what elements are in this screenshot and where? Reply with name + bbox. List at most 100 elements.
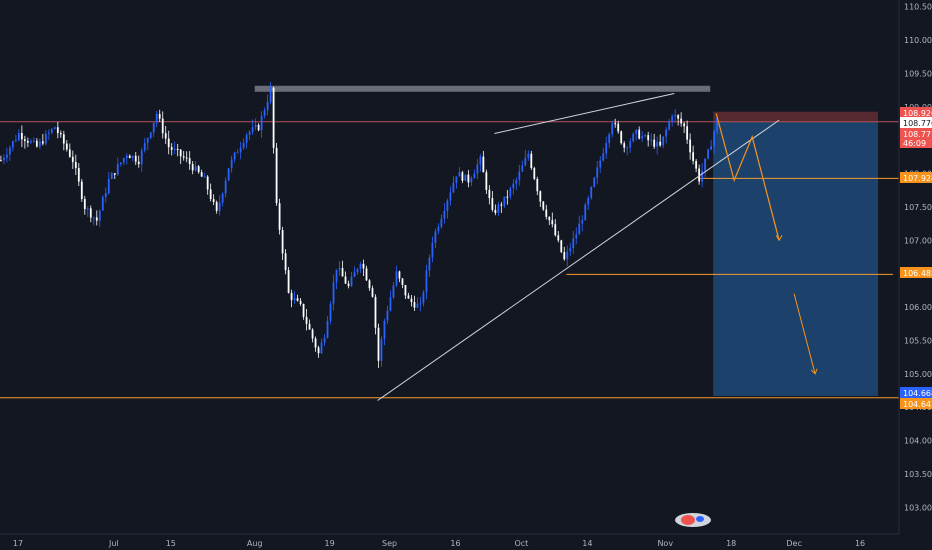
- candle-body: [332, 282, 335, 304]
- candle-body: [215, 201, 218, 211]
- candle-body: [584, 204, 587, 221]
- candle-body: [122, 158, 125, 163]
- x-tick-label: Dec: [786, 539, 801, 548]
- candle-body: [35, 140, 38, 147]
- candle-body: [62, 134, 65, 144]
- candle-body: [470, 178, 473, 183]
- candle-body: [446, 200, 449, 211]
- candle-body: [371, 288, 374, 297]
- x-tick-label: 14: [582, 539, 592, 548]
- y-tick-label: 104.000: [904, 437, 932, 446]
- y-tick-label: 107.000: [904, 236, 932, 245]
- candle-body: [203, 176, 206, 178]
- candle-body: [104, 193, 107, 198]
- candle-body: [608, 134, 611, 144]
- candle-body: [23, 139, 26, 141]
- candle-body: [155, 113, 158, 123]
- candle-body: [428, 257, 431, 271]
- candle-body: [173, 148, 176, 150]
- resistance-zone: [254, 85, 711, 92]
- price-badge-label: 107.928: [903, 174, 932, 183]
- candle-body: [437, 226, 440, 232]
- candle-body: [539, 191, 542, 202]
- candle-body: [254, 124, 257, 128]
- candle-body: [134, 155, 137, 162]
- candle-body: [365, 268, 368, 281]
- price-badge-label: 108.926: [903, 109, 932, 118]
- candle-body: [314, 338, 317, 348]
- candle-body: [137, 161, 140, 165]
- y-tick-label: 109.500: [904, 69, 932, 78]
- candle-body: [227, 168, 230, 181]
- projection-path: [715, 113, 780, 241]
- candle-body: [185, 157, 188, 159]
- candle-body: [263, 110, 266, 116]
- candle-body: [362, 263, 365, 269]
- candle-body: [305, 316, 308, 324]
- candle-body: [71, 156, 74, 163]
- x-tick-label: 16: [855, 539, 865, 548]
- candle-body: [545, 209, 548, 217]
- candle-body: [452, 182, 455, 193]
- price-badge-label: 46:09: [903, 139, 926, 148]
- candle-body: [527, 153, 530, 158]
- candle-body: [221, 193, 224, 203]
- candle-body: [257, 124, 260, 131]
- candle-body: [458, 172, 461, 177]
- candle-body: [176, 148, 179, 150]
- candle-body: [383, 320, 386, 340]
- candle-body: [89, 208, 92, 218]
- candle-body: [665, 129, 668, 137]
- candle-body: [275, 147, 278, 204]
- candle-body: [401, 278, 404, 285]
- candle-body: [59, 133, 62, 135]
- y-tick-label: 105.500: [904, 336, 932, 345]
- candle-body: [575, 234, 578, 239]
- candle-body: [548, 216, 551, 221]
- candle-body: [503, 196, 506, 206]
- candle-body: [413, 302, 416, 308]
- candle-body: [341, 268, 344, 277]
- candle-body: [509, 188, 512, 197]
- candle-body: [611, 123, 614, 135]
- price-badges: 108.926108.776 108.77146:09 107.928 106.485…: [900, 107, 932, 409]
- candle-body: [398, 271, 401, 279]
- candle-body: [344, 276, 347, 284]
- candle-body: [182, 156, 185, 158]
- candle-body: [329, 303, 332, 322]
- candle-body: [701, 170, 704, 182]
- candle-body: [41, 141, 44, 144]
- candle-body: [242, 142, 245, 148]
- candle-body: [56, 127, 59, 134]
- candle-body: [191, 163, 194, 171]
- time-scale[interactable]: 17 Jul 15 Aug 19 Sep 16 Oct 14 Nov 18 Dec 16: [13, 539, 865, 548]
- candle-body: [161, 118, 164, 134]
- candle-body: [620, 131, 623, 144]
- candle-body: [515, 179, 518, 184]
- candle-body: [461, 172, 464, 181]
- candle-body: [419, 303, 422, 305]
- y-tick-label: 110.500: [904, 3, 932, 12]
- candle-body: [308, 323, 311, 330]
- candle-body: [650, 139, 653, 141]
- candle-body: [605, 143, 608, 154]
- candle-body: [299, 300, 302, 304]
- candle-body: [485, 172, 488, 190]
- candle-body: [668, 121, 671, 130]
- candle-body: [596, 167, 599, 178]
- candle-body: [506, 196, 509, 198]
- candle-body: [83, 199, 86, 210]
- candle-body: [704, 158, 707, 171]
- candle-body: [353, 272, 356, 277]
- candle-body: [599, 160, 602, 168]
- candle-body: [359, 263, 362, 270]
- candle-body: [281, 229, 284, 254]
- projection-arrow: [793, 293, 816, 374]
- candle-body: [530, 153, 533, 169]
- candle-body: [713, 131, 716, 147]
- candle-body: [674, 115, 677, 117]
- candle-body: [692, 152, 695, 161]
- candle-body: [647, 135, 650, 141]
- candle-body: [251, 127, 254, 132]
